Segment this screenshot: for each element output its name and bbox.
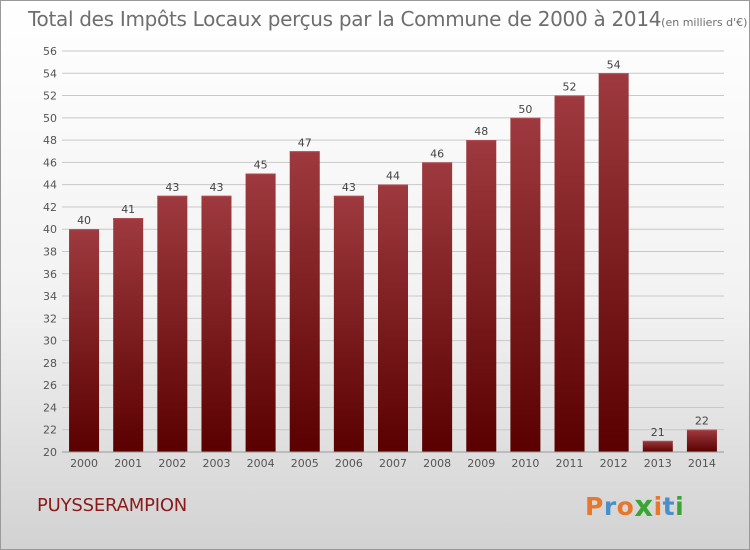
data-label: 43 xyxy=(165,181,179,194)
y-tick-label: 46 xyxy=(43,156,57,169)
x-tick-label: 2003 xyxy=(202,457,230,470)
y-tick-label: 36 xyxy=(43,268,57,281)
bar xyxy=(245,173,276,452)
y-tick-label: 52 xyxy=(43,90,57,103)
y-tick-label: 30 xyxy=(43,335,57,348)
bar xyxy=(333,195,364,453)
x-tick-label: 2011 xyxy=(556,457,584,470)
y-tick-label: 32 xyxy=(43,312,57,325)
unit-note: (en milliers d'€) xyxy=(661,16,748,29)
logo-letter: i xyxy=(675,492,685,521)
bar xyxy=(289,151,320,452)
data-label: 46 xyxy=(430,147,444,160)
y-tick-label: 26 xyxy=(43,379,57,392)
x-tick-label: 2006 xyxy=(335,457,363,470)
data-label: 40 xyxy=(77,214,91,227)
y-tick-label: 40 xyxy=(43,223,57,236)
y-tick-label: 22 xyxy=(43,424,57,437)
y-tick-label: 20 xyxy=(43,446,57,459)
bar xyxy=(201,195,232,453)
bar xyxy=(378,184,408,452)
title-text: Total des Impôts Locaux perçus par la Co… xyxy=(28,7,662,31)
x-tick-label: 2004 xyxy=(247,457,275,470)
y-tick-label: 34 xyxy=(43,290,57,303)
x-tick-label: 2014 xyxy=(688,457,716,470)
data-label: 44 xyxy=(386,170,400,183)
data-label: 43 xyxy=(342,181,356,194)
logo-letter: o xyxy=(616,492,635,521)
x-tick-label: 2013 xyxy=(644,457,672,470)
x-tick-label: 2007 xyxy=(379,457,407,470)
y-tick-label: 54 xyxy=(43,67,57,80)
data-label: 52 xyxy=(563,81,577,94)
data-label: 50 xyxy=(518,103,532,116)
y-tick-label: 56 xyxy=(43,45,57,58)
logo-letter: P xyxy=(585,492,604,521)
bar xyxy=(466,140,497,452)
x-tick-label: 2002 xyxy=(158,457,186,470)
x-tick-label: 2000 xyxy=(70,457,98,470)
y-tick-label: 38 xyxy=(43,246,57,259)
bar xyxy=(69,229,100,452)
x-tick-label: 2009 xyxy=(467,457,495,470)
y-tick-label: 42 xyxy=(43,201,57,214)
data-label: 22 xyxy=(695,415,709,428)
data-label: 54 xyxy=(607,58,621,71)
x-tick-label: 2012 xyxy=(600,457,628,470)
bar xyxy=(510,117,541,452)
y-tick-label: 48 xyxy=(43,134,57,147)
bar xyxy=(113,218,144,452)
y-tick-label: 28 xyxy=(43,357,57,370)
data-label: 21 xyxy=(651,426,665,439)
bar xyxy=(157,195,188,453)
logo-letter: r xyxy=(603,492,617,521)
y-tick-label: 24 xyxy=(43,401,57,414)
logo-letter: i xyxy=(653,492,663,521)
bar xyxy=(554,95,585,453)
bar xyxy=(642,440,673,452)
chart-title: Total des Impôts Locaux perçus par la Co… xyxy=(28,7,747,31)
data-label: 47 xyxy=(298,136,312,149)
data-label: 41 xyxy=(121,203,135,216)
y-tick-label: 50 xyxy=(43,112,57,125)
bar xyxy=(598,73,629,453)
proxiti-logo: Proxiti xyxy=(585,488,685,523)
commune-name: PUYSSERAMPION xyxy=(37,495,188,516)
data-label: 43 xyxy=(209,181,223,194)
logo-letter: t xyxy=(662,492,676,521)
x-tick-label: 2001 xyxy=(114,457,142,470)
x-tick-label: 2010 xyxy=(511,457,539,470)
data-label: 45 xyxy=(254,159,268,172)
y-tick-label: 44 xyxy=(43,179,57,192)
logo-letter: x xyxy=(634,489,654,523)
x-tick-label: 2008 xyxy=(423,457,451,470)
bar xyxy=(686,429,717,452)
x-tick-label: 2005 xyxy=(291,457,319,470)
bar xyxy=(422,162,453,452)
data-label: 48 xyxy=(474,125,488,138)
